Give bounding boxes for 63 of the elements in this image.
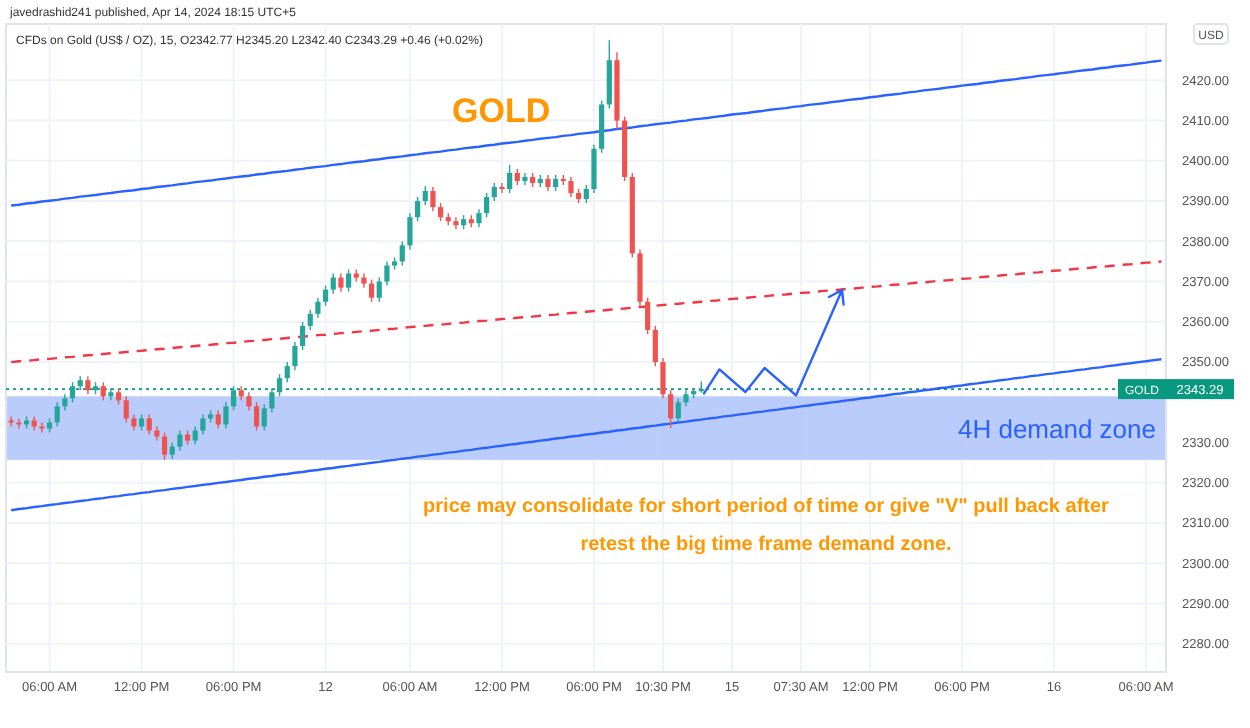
candlestick <box>108 387 114 402</box>
candlestick <box>246 391 252 412</box>
candlestick <box>507 164 513 194</box>
candlestick <box>568 176 574 198</box>
candlestick <box>177 429 183 452</box>
annotation: GOLD <box>452 92 551 130</box>
candlestick <box>668 389 674 429</box>
candlestick <box>415 196 421 222</box>
candlestick <box>39 421 45 434</box>
candlestick <box>369 278 375 303</box>
candlestick <box>599 99 605 154</box>
candlestick <box>606 39 612 110</box>
candlestick <box>284 361 290 383</box>
candlestick <box>123 395 129 424</box>
candlestick <box>146 413 152 436</box>
candlestick <box>407 212 413 251</box>
candlestick <box>453 216 459 230</box>
candlestick <box>491 182 497 202</box>
candlestick <box>430 186 436 212</box>
candlestick <box>161 431 168 461</box>
candlestick <box>499 182 505 194</box>
line-series <box>10 260 1163 364</box>
candlestick <box>476 208 482 228</box>
candlestick <box>253 401 260 432</box>
annotation: price may consolidate for short period of time or give "V" pull back after <box>423 496 1110 518</box>
candlestick <box>16 417 22 430</box>
candlestick <box>645 296 651 335</box>
candlestick <box>69 381 76 404</box>
candlestick <box>660 357 666 400</box>
candlestick <box>399 240 405 267</box>
candlestick <box>54 401 60 428</box>
candlestick <box>345 268 352 293</box>
candlestick <box>591 144 597 194</box>
candlestick <box>154 425 160 442</box>
candlestick <box>200 413 206 436</box>
candlestick <box>422 185 428 206</box>
candlestick <box>522 172 528 186</box>
candlestick <box>299 321 306 351</box>
candlestick <box>583 184 589 204</box>
candlestick <box>652 325 658 367</box>
candlestick <box>330 272 336 295</box>
band-label: 4H demand zone <box>957 414 1156 445</box>
candlestick <box>315 296 321 319</box>
candlestick <box>223 401 229 430</box>
candlestick <box>675 397 681 424</box>
candlestick <box>85 375 91 395</box>
candlestick <box>215 409 221 430</box>
candlestick <box>292 341 298 371</box>
candlestick <box>376 276 382 303</box>
candlestick <box>338 272 344 293</box>
candlestick <box>230 385 237 412</box>
candlestick <box>269 387 275 414</box>
candlestick <box>261 403 267 432</box>
candlestick <box>438 202 444 222</box>
candlestick <box>100 381 106 402</box>
candlestick <box>322 284 329 307</box>
candlestick <box>484 192 490 218</box>
candlestick <box>276 373 283 397</box>
candlestick <box>192 425 198 446</box>
annotation: retest the big time frame demand zone. <box>580 534 953 556</box>
candlestick <box>384 260 390 287</box>
line-series <box>10 59 1163 207</box>
candlestick <box>307 309 313 331</box>
